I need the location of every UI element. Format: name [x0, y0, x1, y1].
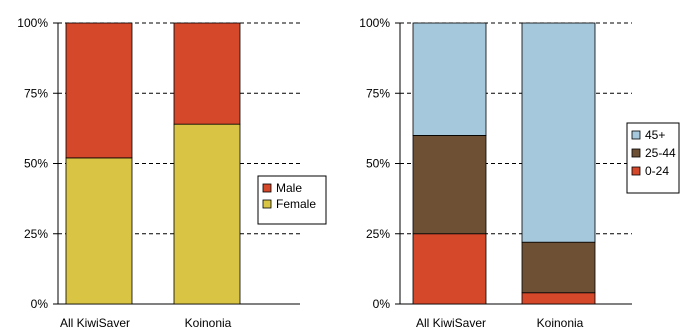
- bar-koinonia-25-44: [521, 241, 596, 294]
- bar-koinonia-0-24: [521, 292, 596, 305]
- y-tick-label: 75%: [24, 86, 48, 100]
- legend-swatch-male: [262, 183, 272, 193]
- y-tick-label: 50%: [366, 157, 390, 171]
- y-tick-label: 25%: [366, 227, 390, 241]
- legend-label: Female: [276, 197, 316, 211]
- bar-koinonia-female: [173, 123, 241, 305]
- category-label: Koinonia: [185, 316, 232, 330]
- bar-koinonia-male: [173, 22, 241, 125]
- legend-swatch-45: [631, 130, 641, 140]
- legend-label: 25-44: [645, 146, 676, 160]
- legend-swatch-female: [262, 199, 272, 209]
- legend-swatch-25-44: [631, 148, 641, 158]
- bar-all-kiwisaver-45: [412, 22, 487, 136]
- category-label: Koinonia: [537, 316, 584, 330]
- y-tick-label: 25%: [24, 227, 48, 241]
- bar-koinonia-45: [521, 22, 596, 243]
- y-tick-label: 100%: [359, 16, 390, 30]
- legend-swatch-0-24: [631, 166, 641, 176]
- y-tick-label: 0%: [373, 297, 391, 311]
- bar-all-kiwisaver-female: [65, 157, 133, 305]
- legend-label: Male: [276, 181, 302, 195]
- bar-all-kiwisaver-0-24: [412, 233, 487, 305]
- category-label: All KiwiSaver: [416, 316, 486, 330]
- legend-label: 45+: [645, 128, 665, 142]
- y-tick-label: 100%: [17, 16, 48, 30]
- age-chart: 0% 25% 50% 75% 100% All KiwiSaver Koinonia 45+ 2…: [359, 16, 680, 330]
- legend-box: [626, 122, 680, 194]
- y-tick-label: 75%: [366, 86, 390, 100]
- y-tick-label: 50%: [24, 157, 48, 171]
- category-label: All KiwiSaver: [60, 316, 130, 330]
- y-tick-label: 0%: [31, 297, 49, 311]
- bar-all-kiwisaver-25-44: [412, 134, 487, 235]
- legend-label: 0-24: [645, 164, 669, 178]
- gender-chart: 0% 25% 50% 75% 100% All KiwiSaver Koinonia Male…: [17, 16, 327, 330]
- bar-all-kiwisaver-male: [65, 22, 133, 159]
